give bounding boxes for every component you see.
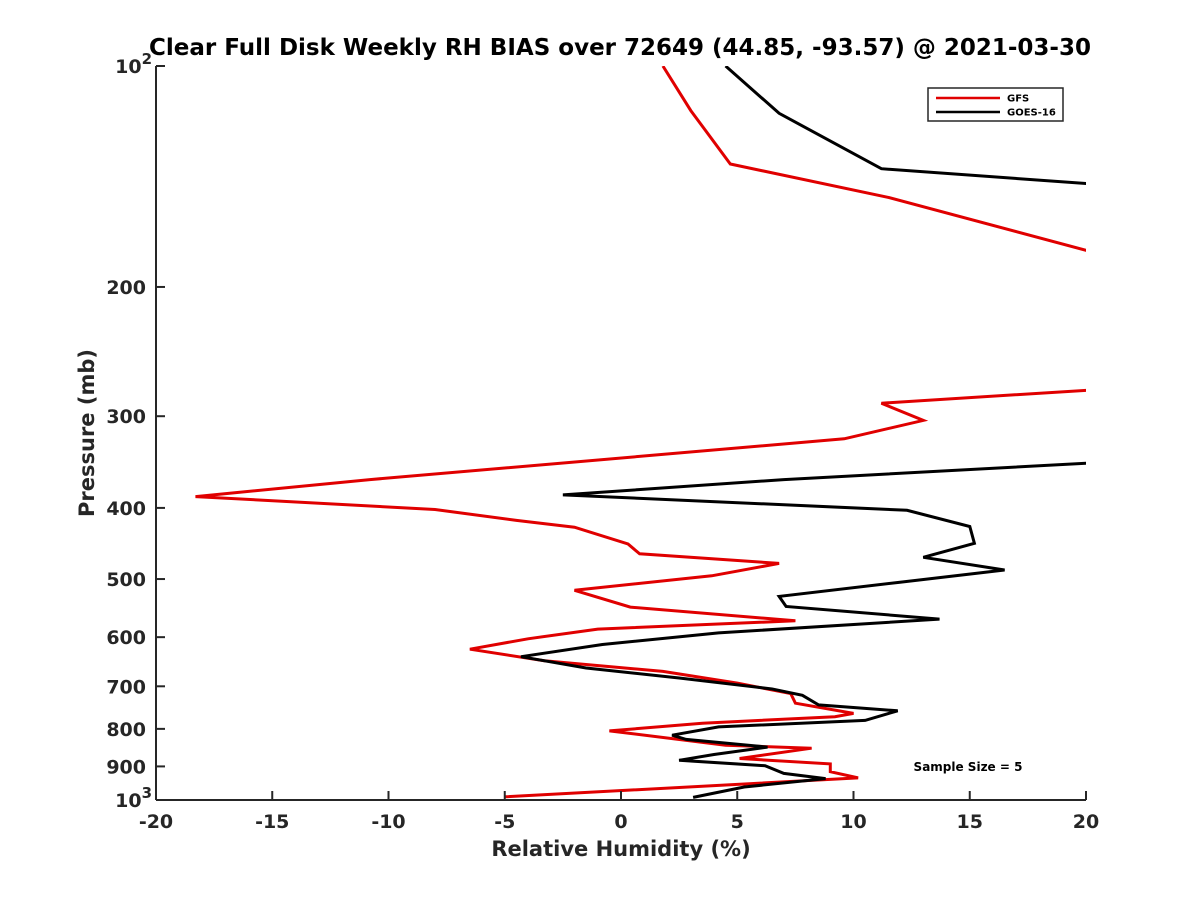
x-axis-label: Relative Humidity (%) — [491, 837, 750, 861]
y-axis-label: Pressure (mb) — [75, 349, 99, 517]
series-line-gfs — [195, 66, 1086, 799]
y-tick-label: 300 — [106, 406, 146, 428]
legend: GFS GOES-16 — [927, 87, 1064, 122]
legend-label: GFS — [1007, 94, 1029, 105]
x-tick-label: -5 — [494, 811, 515, 833]
x-tick-label: -15 — [255, 811, 289, 833]
y-tick-label: 600 — [106, 627, 146, 649]
y-tick-label: 800 — [106, 719, 146, 741]
y-tick-label: 700 — [106, 676, 146, 698]
plot-area: -20 -15 -10 -5 0 5 10 15 20 102 200 300 400 500 600 700… — [106, 50, 1099, 833]
x-tick-label: 5 — [731, 811, 744, 833]
series-line-goes-16 — [520, 66, 1086, 799]
chart-title: Clear Full Disk Weekly RH BIAS over 7264… — [149, 35, 1091, 61]
y-tick-label: 102 — [115, 50, 152, 78]
sample-size-annotation: Sample Size = 5 — [914, 760, 1023, 774]
y-tick-label: 500 — [106, 569, 146, 591]
x-tick-label: 0 — [614, 811, 627, 833]
x-tick-label: 20 — [1073, 811, 1099, 833]
x-tick-label: 10 — [840, 811, 866, 833]
x-tick-label: -10 — [371, 811, 405, 833]
y-tick-label: 200 — [106, 277, 146, 299]
x-tick-label: 15 — [957, 811, 983, 833]
y-tick-label: 400 — [106, 498, 146, 520]
y-tick-label: 900 — [106, 756, 146, 778]
y-tick-label: 103 — [115, 784, 152, 812]
legend-box — [927, 87, 1064, 122]
x-tick-label: -20 — [139, 811, 173, 833]
legend-label: GOES-16 — [1007, 108, 1056, 119]
